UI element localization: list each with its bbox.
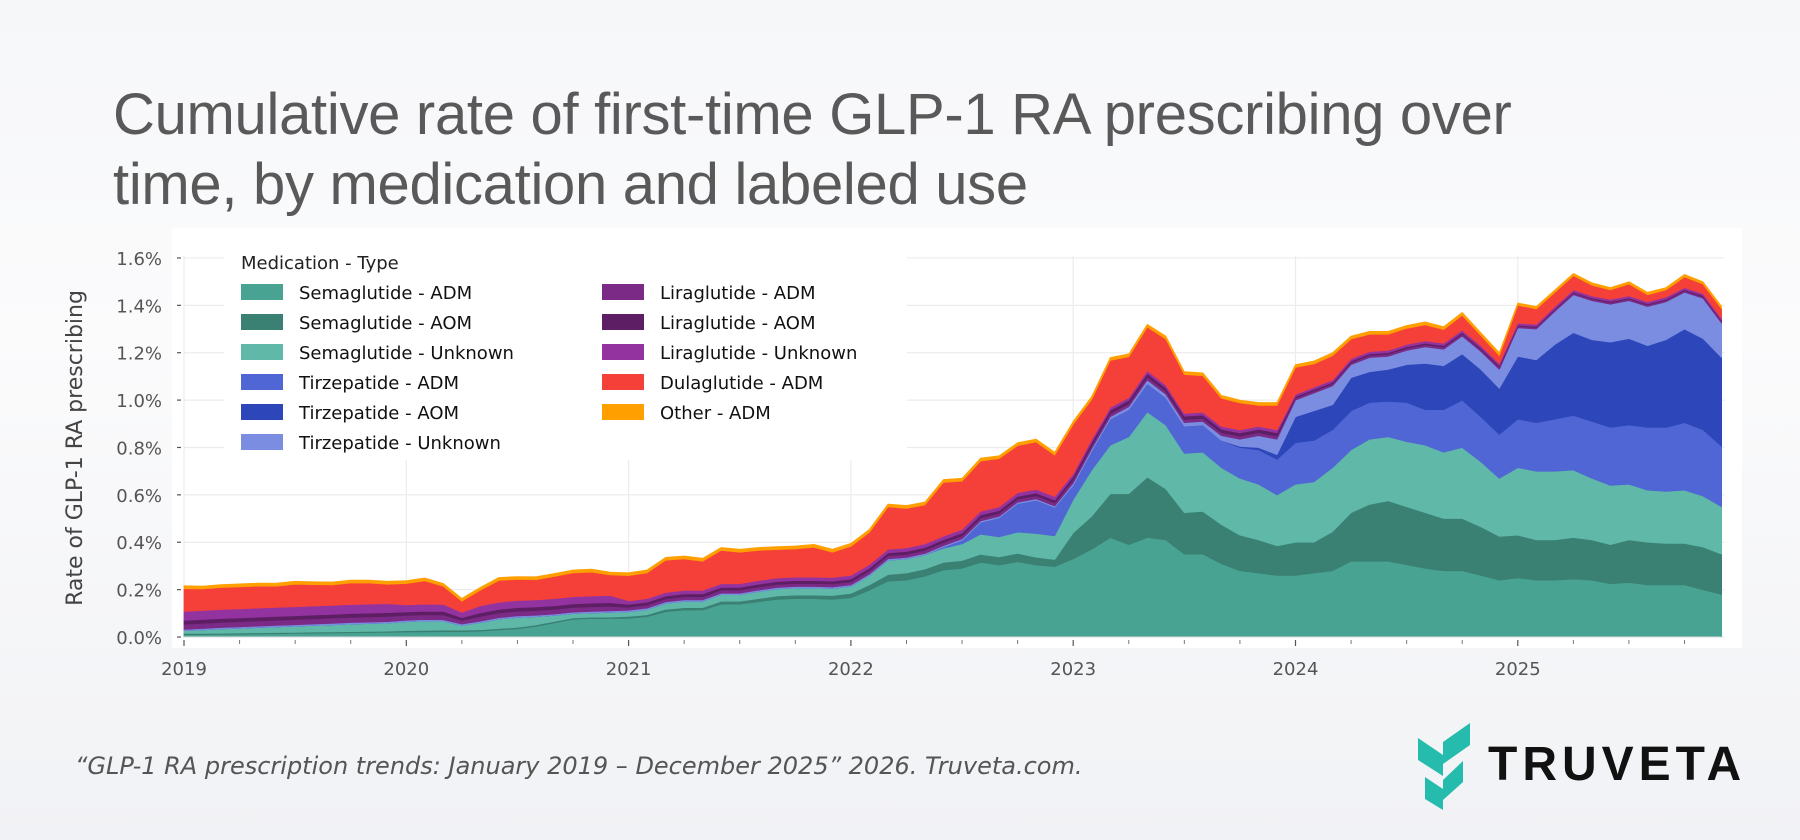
legend-swatch	[241, 434, 283, 450]
x-tick-label: 2020	[383, 659, 429, 680]
y-tick-label: 1.6%	[116, 249, 162, 270]
legend: Medication - Type Semaglutide - ADM Semag…	[224, 243, 907, 460]
legend-title: Medication - Type	[241, 253, 399, 274]
legend-label: Liraglutide - Unknown	[660, 343, 857, 364]
legend-label: Liraglutide - ADM	[660, 283, 816, 304]
legend-label: Dulaglutide - ADM	[660, 373, 823, 394]
x-tick-label: 2024	[1273, 659, 1319, 680]
legend-swatch	[602, 284, 644, 300]
y-tick-label: 1.4%	[116, 296, 162, 317]
legend-item: Semaglutide - AOM	[241, 313, 472, 334]
x-tick-label: 2023	[1050, 659, 1096, 680]
y-tick-label: 0.4%	[116, 533, 162, 554]
legend-swatch	[241, 404, 283, 420]
legend-swatch	[602, 374, 644, 390]
citation-footer: “GLP-1 RA prescription trends: January 2…	[75, 752, 1083, 780]
legend-swatch	[602, 344, 644, 360]
y-tick-label: 0.0%	[116, 628, 162, 649]
legend-label: Semaglutide - AOM	[299, 313, 472, 334]
legend-item: Other - ADM	[602, 403, 771, 424]
legend-label: Semaglutide - Unknown	[299, 343, 514, 364]
legend-label: Tirzepatide - ADM	[298, 373, 459, 394]
y-tick-label: 0.8%	[116, 438, 162, 459]
axes: 0.0% 0.2% 0.4% 0.6% 0.8% 1.0% 1.2% 1.4% 1.6% 2019…	[116, 249, 1722, 680]
legend-item: Tirzepatide - ADM	[241, 373, 459, 394]
legend-item: Semaglutide - ADM	[241, 283, 472, 304]
legend-label: Liraglutide - AOM	[660, 313, 816, 334]
x-tick-label: 2025	[1495, 659, 1541, 680]
legend-item: Semaglutide - Unknown	[241, 343, 514, 364]
legend-swatch	[602, 404, 644, 420]
y-axis-label: Rate of GLP-1 RA prescribing	[63, 290, 88, 606]
legend-swatch	[241, 284, 283, 300]
page-title: Cumulative rate of first-time GLP-1 RA p…	[113, 80, 1512, 220]
title-line-1: Cumulative rate of first-time GLP-1 RA p…	[113, 82, 1512, 147]
truveta-logo-mark-icon	[1418, 723, 1470, 810]
legend-swatch	[602, 314, 644, 330]
legend-item: Tirzepatide - Unknown	[241, 433, 501, 454]
area-other-adm	[183, 273, 1722, 602]
legend-label: Tirzepatide - AOM	[298, 403, 459, 424]
legend-swatch	[241, 344, 283, 360]
legend-item: Liraglutide - AOM	[602, 313, 816, 334]
legend-item: Liraglutide - Unknown	[602, 343, 857, 364]
area-layers	[183, 273, 1722, 638]
y-tick-label: 1.2%	[116, 344, 162, 365]
legend-label: Other - ADM	[660, 403, 771, 424]
y-tick-label: 0.2%	[116, 581, 162, 602]
x-tick-label: 2022	[828, 659, 874, 680]
y-tick-label: 0.6%	[116, 486, 162, 507]
truveta-logo-text: TRUVETA	[1488, 738, 1747, 791]
y-tick-label: 1.0%	[116, 391, 162, 412]
legend-label: Semaglutide - ADM	[299, 283, 472, 304]
x-tick-label: 2021	[606, 659, 652, 680]
legend-item: Liraglutide - ADM	[602, 283, 816, 304]
legend-swatch	[241, 314, 283, 330]
truveta-logo: TRUVETA	[1410, 715, 1770, 820]
legend-item: Tirzepatide - AOM	[241, 403, 459, 424]
x-tick-label: 2019	[161, 659, 207, 680]
legend-item: Dulaglutide - ADM	[602, 373, 823, 394]
legend-label: Tirzepatide - Unknown	[298, 433, 501, 454]
title-line-2: time, by medication and labeled use	[113, 152, 1028, 217]
legend-swatch	[241, 374, 283, 390]
legend-background	[224, 243, 907, 460]
